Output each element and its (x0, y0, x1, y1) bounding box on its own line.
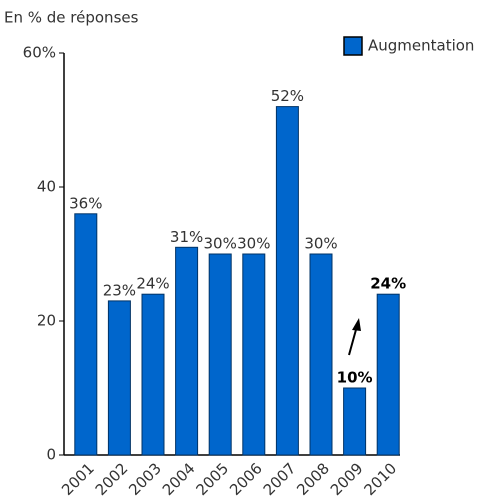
x-tick-label: 2006 (226, 459, 266, 499)
x-tick-label: 2005 (192, 459, 232, 499)
value-label: 24% (136, 275, 169, 293)
value-label: 24% (370, 275, 406, 293)
value-label: 36% (69, 194, 102, 212)
arrow-head (352, 318, 361, 331)
x-tick-label: 2004 (159, 459, 199, 499)
bar (175, 246, 199, 456)
bar (208, 253, 232, 456)
y-tick-label: 0 (46, 446, 56, 464)
x-tick-label: 2010 (360, 459, 400, 499)
bar (242, 253, 266, 456)
x-tick-label: 2007 (260, 459, 300, 499)
x-tick-label: 2002 (92, 459, 132, 499)
legend-swatch (343, 36, 363, 56)
value-label: 30% (237, 235, 270, 253)
value-label: 23% (103, 281, 136, 299)
value-label: 31% (170, 228, 203, 246)
value-label: 52% (271, 87, 304, 105)
bar (275, 106, 299, 456)
value-label: 30% (304, 235, 337, 253)
legend-label: Augmentation (368, 37, 474, 55)
x-tick-label: 2001 (58, 459, 98, 499)
annotation-arrow (348, 325, 358, 356)
x-tick-label: 2008 (293, 459, 333, 499)
value-label: 30% (204, 235, 237, 253)
y-tick-label: 20 (37, 312, 56, 330)
y-tick-label: 40 (37, 178, 56, 196)
value-label: 10% (337, 369, 373, 387)
y-tick-label: 60% (23, 44, 56, 62)
bar (74, 213, 98, 456)
x-tick-label: 2009 (327, 459, 367, 499)
bar (343, 387, 367, 456)
y-axis-label: En % de réponses (4, 9, 139, 27)
bar (376, 293, 400, 456)
bar (309, 253, 333, 456)
x-tick-label: 2003 (125, 459, 165, 499)
bar (107, 300, 131, 456)
bar (141, 293, 165, 456)
